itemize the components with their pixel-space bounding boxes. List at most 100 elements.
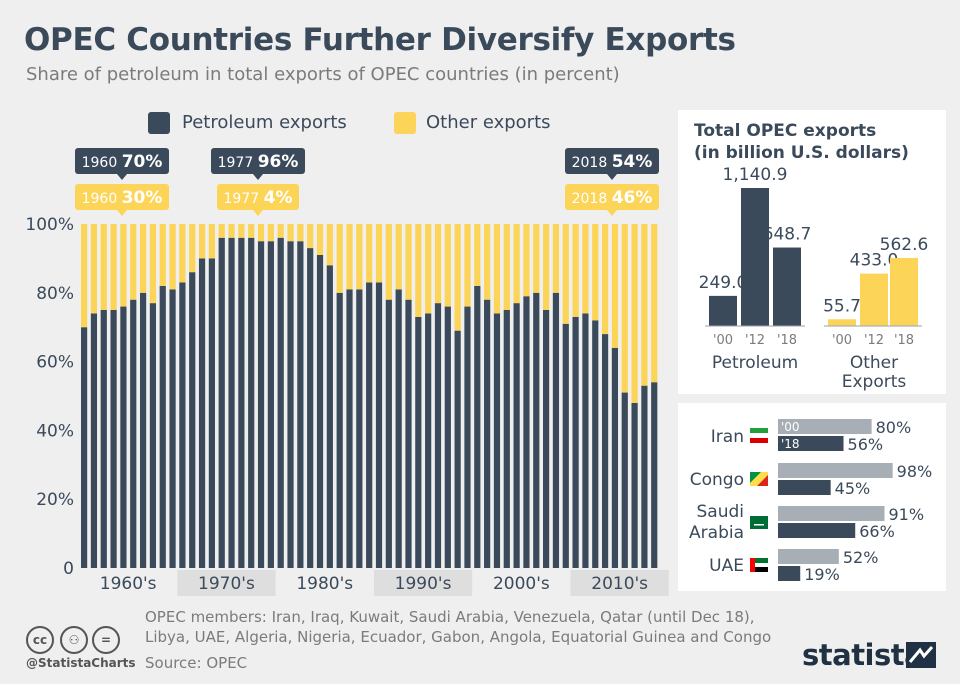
decade-label: 1970's — [198, 574, 255, 594]
bar-petroleum — [444, 306, 451, 568]
bar-other — [90, 224, 98, 314]
callout-box — [217, 184, 299, 210]
members-note-1: OPEC members: Iran, Iraq, Kuwait, Saudi … — [145, 608, 755, 626]
decade-label: 2010's — [591, 574, 648, 594]
iran-flag-icon — [750, 433, 768, 438]
statista-brand[interactable]: statista — [802, 638, 924, 672]
congo-flag-icon — [757, 475, 768, 486]
bar-petroleum — [464, 306, 471, 568]
country-label: Arabia — [689, 523, 744, 543]
legend-swatch-other — [394, 112, 416, 134]
total-bar-year: '00 — [832, 333, 852, 348]
bar-other — [503, 224, 510, 310]
bar-other — [474, 224, 481, 286]
saudi-flag-icon — [750, 516, 768, 529]
bar-other — [189, 224, 196, 273]
bar-other — [611, 224, 619, 348]
y-tick-label: 100% — [25, 215, 74, 235]
callout-label: 1977 4% — [224, 188, 293, 208]
bar-petroleum — [267, 241, 274, 568]
bar-other — [218, 224, 225, 238]
total-bar — [860, 273, 888, 326]
bar-petroleum — [287, 241, 294, 568]
total-bar — [773, 247, 801, 326]
bar-other — [562, 224, 569, 324]
bar-petroleum — [366, 282, 373, 568]
total-group-label: Other — [850, 353, 898, 373]
bar-petroleum — [297, 241, 304, 568]
bar-other — [552, 224, 560, 293]
bar-petroleum — [120, 306, 127, 568]
bar-other — [385, 224, 392, 300]
decade-band — [177, 570, 276, 596]
total-bar-value: 648.7 — [763, 225, 812, 245]
bar-other — [81, 224, 88, 328]
bar-petroleum — [139, 292, 147, 568]
bar-other — [120, 224, 127, 307]
total-group-label: Petroleum — [712, 353, 798, 373]
country-bar-2018 — [778, 523, 856, 538]
y-tick-label: 80% — [36, 284, 74, 304]
bar-petroleum — [474, 285, 481, 568]
bar-petroleum — [169, 289, 176, 568]
callout-box — [75, 184, 169, 210]
bar-other — [208, 224, 215, 259]
bar-other — [533, 224, 540, 293]
iran-flag-icon — [750, 428, 768, 433]
callout-label: 1977 96% — [218, 152, 299, 172]
bar-petroleum — [130, 299, 137, 568]
bar-other — [159, 224, 166, 286]
statista-handle: @StatistaCharts — [26, 656, 136, 670]
bar-other — [366, 224, 373, 283]
decade-label: 1990's — [395, 574, 452, 594]
bar-petroleum — [336, 292, 343, 568]
bar-other — [356, 224, 363, 290]
bar-other — [316, 224, 324, 255]
callout-box — [75, 148, 169, 174]
country-bar-2018 — [778, 566, 801, 581]
bar-petroleum — [356, 289, 363, 568]
callout-label: 2018 54% — [572, 152, 653, 172]
callout-pointer — [607, 174, 617, 180]
callout-pointer — [253, 174, 263, 180]
bar-petroleum — [523, 296, 530, 568]
bar-petroleum — [425, 313, 432, 568]
country-value-2000: 80% — [876, 418, 912, 437]
members-note-2: Libya, UAE, Algeria, Nigeria, Ecuador, G… — [145, 628, 772, 646]
panel-total-exports — [678, 110, 946, 394]
bar-petroleum — [572, 316, 579, 568]
y-tick-label: 40% — [36, 421, 74, 441]
y-tick-label: 60% — [36, 353, 74, 373]
bar-other — [179, 224, 186, 283]
bar-petroleum — [189, 272, 196, 568]
bar-petroleum — [248, 237, 255, 568]
total-bar-year: '18 — [777, 333, 797, 348]
callout-pointer — [117, 174, 127, 180]
bar-other — [130, 224, 137, 300]
uae-flag-icon — [755, 563, 768, 567]
bar-petroleum — [326, 265, 333, 568]
decade-band — [570, 570, 669, 596]
bar-petroleum — [208, 258, 215, 568]
uae-flag-icon — [755, 567, 768, 572]
y-tick-label: 20% — [36, 490, 74, 510]
chart-title: OPEC Countries Further Diversify Exports — [24, 22, 736, 58]
callout-pointer — [607, 210, 617, 216]
bar-other — [621, 224, 628, 393]
bar-petroleum — [316, 254, 324, 568]
bar-petroleum — [503, 310, 510, 568]
bar-petroleum — [110, 310, 117, 568]
decade-label: 1980's — [296, 574, 353, 594]
bar-petroleum — [257, 241, 265, 568]
bar-other — [307, 224, 314, 249]
total-bar-year: '12 — [864, 333, 884, 348]
total-bar — [741, 188, 769, 326]
bar-other — [267, 224, 274, 242]
bar-petroleum — [611, 347, 619, 568]
bar-other — [149, 224, 157, 304]
bar-other — [375, 224, 383, 283]
callout-pointer — [253, 210, 263, 216]
cc-icon: cc — [26, 626, 54, 654]
bar-other — [631, 224, 638, 403]
country-bar-2000 — [778, 506, 885, 521]
